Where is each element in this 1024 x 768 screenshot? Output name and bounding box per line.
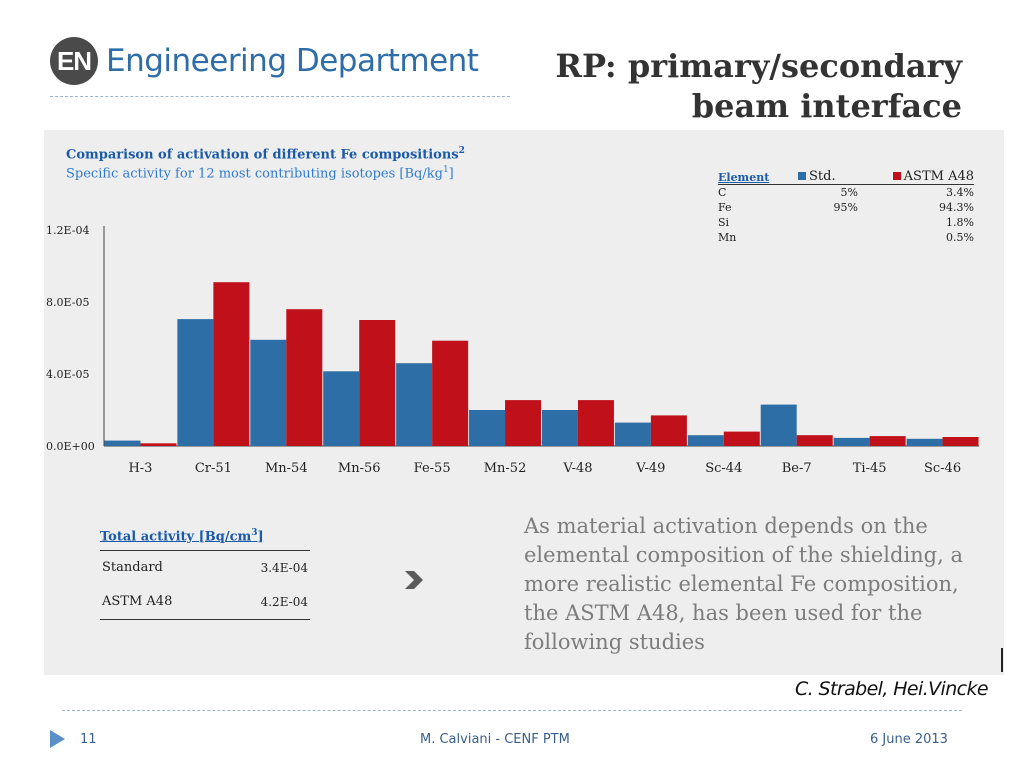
slide-title-line-2: beam interface xyxy=(691,87,962,125)
y-tick-label: 8.0E-05 xyxy=(46,296,89,309)
composition-row: Fe 95% 94.3% xyxy=(718,200,974,215)
total-row-standard: Standard 3.4E-04 xyxy=(100,551,310,585)
bar-std-fe-55 xyxy=(396,363,433,446)
description-text: As material activation depends on the el… xyxy=(524,514,964,654)
composition-table-header: Element Std. ASTM A48 xyxy=(718,158,974,185)
bar-astm-mn-56 xyxy=(359,320,396,446)
x-tick-label: H-3 xyxy=(128,461,152,476)
std-cell xyxy=(798,230,858,245)
bar-astm-ti-45 xyxy=(869,436,906,446)
element-cell: Fe xyxy=(718,201,732,214)
bar-std-v-49 xyxy=(614,422,651,446)
x-tick-label: V-48 xyxy=(562,461,592,476)
footer-center: M. Calviani - CENF PTM xyxy=(420,732,570,747)
element-header: Element xyxy=(718,171,770,184)
total-label: ASTM A48 xyxy=(102,594,173,610)
bar-astm-mn-52 xyxy=(505,400,542,446)
x-tick-label: Mn-54 xyxy=(265,461,308,476)
composition-row: Si 1.8% xyxy=(718,215,974,230)
bar-astm-sc-46 xyxy=(942,437,979,446)
department-name: Engineering Department xyxy=(106,43,479,79)
composition-row: C 5% 3.4% xyxy=(718,185,974,200)
y-tick-label: 4.0E-05 xyxy=(46,368,89,381)
footer-date: 6 June 2013 xyxy=(870,732,948,747)
total-value: 3.4E-04 xyxy=(260,561,308,576)
total-value: 4.2E-04 xyxy=(260,595,308,610)
element-cell: Si xyxy=(718,216,730,229)
bar-astm-mn-54 xyxy=(286,309,323,446)
std-cell: 5% xyxy=(840,186,858,199)
x-tick-label: Sc-44 xyxy=(705,461,742,476)
bar-std-sc-44 xyxy=(687,435,724,446)
bar-astm-sc-44 xyxy=(723,431,760,446)
slide-title: RP: primary/secondary beam interface xyxy=(555,46,962,126)
bar-astm-v-48 xyxy=(577,400,614,446)
page-number: 11 xyxy=(80,732,97,747)
bar-astm-h-3 xyxy=(140,443,177,446)
x-tick-label: Ti-45 xyxy=(853,461,887,476)
astm-cell: 1.8% xyxy=(946,216,974,229)
chart-subtitle: Specific activity for 12 most contributi… xyxy=(66,165,454,182)
composition-row: Mn 0.5% xyxy=(718,230,974,245)
bar-std-h-3 xyxy=(104,440,141,446)
bar-std-sc-46 xyxy=(906,438,943,446)
legend-std: Std. xyxy=(798,169,878,184)
bar-std-mn-52 xyxy=(469,410,506,446)
x-tick-label: Cr-51 xyxy=(195,461,232,476)
std-cell: 95% xyxy=(833,201,858,214)
bar-std-mn-56 xyxy=(323,371,360,446)
x-tick-label: Be-7 xyxy=(782,461,812,476)
bar-std-v-48 xyxy=(541,410,578,446)
bar-astm-v-49 xyxy=(650,415,687,446)
y-tick-label: 0.0E+00 xyxy=(46,440,95,453)
element-cell: C xyxy=(718,186,727,199)
content-panel: 0.0E+00 4.0E-05 8.0E-05 1.2E-04 H-3 Cr-51 Mn-5… xyxy=(44,130,1004,675)
text-cursor xyxy=(1001,648,1003,672)
bar-astm-be-7 xyxy=(796,435,833,446)
logo: EN Engineering Department xyxy=(50,37,479,85)
credit-text: C. Strabel, Hei.Vincke xyxy=(795,678,989,700)
astm-cell: 3.4% xyxy=(946,186,974,199)
x-tick-label: V-49 xyxy=(635,461,665,476)
y-tick-label: 1.2E-04 xyxy=(46,224,89,237)
bar-astm-fe-55 xyxy=(432,340,469,446)
total-activity-table: Total activity [Bq/cm3] Standard 3.4E-04… xyxy=(100,528,310,621)
std-swatch xyxy=(798,172,806,180)
slide-marker-icon xyxy=(50,730,65,748)
bar-std-cr-51 xyxy=(177,319,214,446)
bar-chart: 0.0E+00 4.0E-05 8.0E-05 1.2E-04 H-3 Cr-51 Mn-5… xyxy=(46,224,979,476)
x-tick-label: Mn-56 xyxy=(338,461,381,476)
x-tick-label: Fe-55 xyxy=(414,461,451,476)
astm-swatch xyxy=(892,172,901,180)
composition-table: Element Std. ASTM A48 C 5% 3.4% Fe 95% 9… xyxy=(718,158,974,245)
x-tick-label: Mn-52 xyxy=(484,461,527,476)
element-cell: Mn xyxy=(718,231,737,244)
bar-std-mn-54 xyxy=(250,339,287,446)
bar-std-ti-45 xyxy=(833,437,870,446)
header-divider xyxy=(50,96,510,97)
en-logo-badge: EN xyxy=(50,37,98,85)
x-tick-label: Sc-46 xyxy=(924,461,961,476)
legend-astm: ASTM A48 xyxy=(878,169,974,184)
astm-cell: 94.3% xyxy=(939,201,974,214)
total-label: Standard xyxy=(102,560,163,576)
chevron-right-icon xyxy=(405,571,423,589)
std-cell xyxy=(798,215,858,230)
astm-cell: 0.5% xyxy=(946,231,974,244)
chart-title: Comparison of activation of different Fe… xyxy=(66,146,465,163)
bar-std-be-7 xyxy=(760,404,797,446)
footer-divider xyxy=(62,710,962,711)
slide-title-line-1: RP: primary/secondary xyxy=(555,47,962,85)
total-row-astm: ASTM A48 4.2E-04 xyxy=(100,585,310,621)
bar-astm-cr-51 xyxy=(213,282,250,446)
total-activity-title: Total activity [Bq/cm3] xyxy=(100,528,310,552)
